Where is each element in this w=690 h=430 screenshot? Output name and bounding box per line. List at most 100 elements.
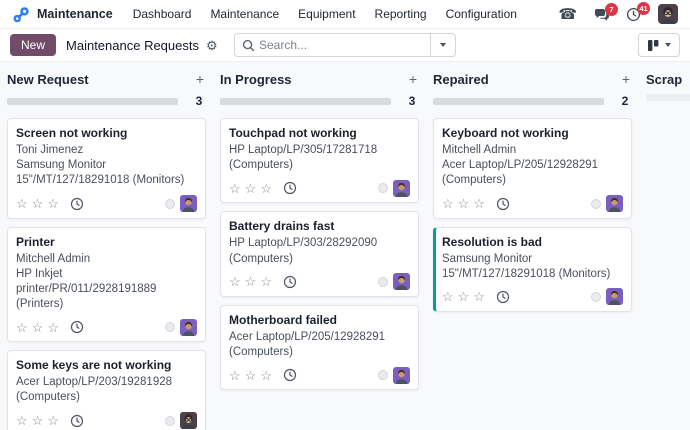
kanban-state-indicator[interactable] (591, 198, 601, 209)
column-new-request: New Request + 3 Screen not working Toni … (0, 71, 213, 430)
assignee-avatar (393, 367, 410, 384)
menu-item-maintenance[interactable]: Maintenance (210, 7, 280, 21)
technician-name: Toni Jimenez (16, 144, 84, 156)
request-card[interactable]: Some keys are not working Acer Laptop/LP… (7, 350, 206, 430)
request-card[interactable]: Resolution is bad Samsung Monitor 15"/MT… (433, 226, 632, 312)
activity-clock-icon[interactable] (70, 197, 84, 211)
star-icon[interactable]: ☆ (244, 274, 257, 290)
star-icon[interactable]: ☆ (457, 289, 470, 305)
activity-clock-icon[interactable] (70, 320, 84, 334)
request-card[interactable]: Keyboard not working Mitchell Admin Acer… (433, 118, 632, 219)
view-switcher-button[interactable] (638, 33, 680, 57)
kanban-state-indicator[interactable] (165, 198, 175, 209)
star-icon[interactable]: ☆ (229, 274, 241, 290)
column-progressbar[interactable] (220, 97, 391, 105)
kanban-state-indicator[interactable] (378, 370, 388, 381)
new-button[interactable]: New (10, 34, 57, 56)
odoo-logo-icon[interactable] (12, 6, 29, 23)
equipment-reference: Acer Laptop/LP/203/19281928 (Computers) (16, 376, 173, 404)
star-icon[interactable]: ☆ (260, 180, 272, 196)
kanban-state-indicator[interactable] (165, 415, 175, 426)
phone-icon: ☎ (558, 5, 577, 23)
column-title: Scrap (646, 71, 683, 87)
star-icon[interactable]: ☆ (244, 367, 257, 383)
star-icon[interactable]: ☆ (16, 196, 28, 212)
star-icon[interactable]: ☆ (47, 196, 59, 212)
star-icon[interactable]: ☆ (16, 413, 28, 429)
star-icon[interactable]: ☆ (47, 413, 59, 429)
assignee-avatar (606, 195, 623, 212)
column-progressbar[interactable] (646, 94, 690, 101)
star-icon[interactable]: ☆ (473, 196, 485, 212)
search-dropdown-button[interactable] (431, 34, 455, 56)
kanban-state-indicator[interactable] (165, 322, 175, 333)
activity-clock-icon[interactable] (70, 414, 84, 428)
request-card[interactable]: Screen not working Toni Jimenez Samsung … (7, 118, 206, 219)
star-icon[interactable]: ☆ (31, 196, 44, 212)
column-title: In Progress (220, 71, 292, 87)
priority-stars[interactable]: ☆ ☆ ☆ (229, 275, 272, 288)
star-icon[interactable]: ☆ (473, 289, 485, 305)
activities-button[interactable]: 41 (626, 1, 650, 22)
add-record-icon[interactable]: + (621, 71, 630, 87)
star-icon[interactable]: ☆ (442, 196, 454, 212)
star-icon[interactable]: ☆ (260, 367, 272, 383)
voip-phone-button[interactable]: ☎ (558, 7, 577, 22)
menu-item-reporting[interactable]: Reporting (374, 7, 427, 21)
star-icon[interactable]: ☆ (229, 367, 241, 383)
column-progressbar[interactable] (7, 97, 178, 105)
priority-stars[interactable]: ☆ ☆ ☆ (442, 290, 485, 303)
request-card[interactable]: Touchpad not working HP Laptop/LP/305/17… (220, 118, 419, 204)
equipment-reference: HP Laptop/LP/303/28292090 (Computers) (229, 237, 378, 265)
star-icon[interactable]: ☆ (442, 289, 454, 305)
systray: ☎ 7 41 (558, 1, 678, 24)
star-icon[interactable]: ☆ (47, 319, 59, 335)
menu-item-dashboard[interactable]: Dashboard (132, 7, 192, 21)
assignee-avatar (180, 319, 197, 336)
request-card[interactable]: Printer Mitchell Admin HP Inkjet printer… (7, 226, 206, 343)
gear-icon[interactable]: ⚙ (206, 37, 218, 53)
star-icon[interactable]: ☆ (31, 413, 44, 429)
chevron-down-icon (665, 43, 671, 47)
kanban-state-indicator[interactable] (378, 276, 388, 287)
request-title: Some keys are not working (16, 358, 172, 373)
priority-stars[interactable]: ☆ ☆ ☆ (16, 197, 59, 210)
add-record-icon[interactable]: + (195, 71, 204, 87)
activity-clock-icon[interactable] (283, 275, 297, 289)
request-card[interactable]: Motherboard failed Acer Laptop/LP/205/12… (220, 304, 419, 391)
priority-stars[interactable]: ☆ ☆ ☆ (16, 321, 59, 334)
priority-stars[interactable]: ☆ ☆ ☆ (229, 369, 272, 382)
column-progressbar[interactable] (433, 97, 604, 105)
request-title: Printer (16, 234, 55, 249)
equipment-reference: HP Inkjet printer/PR/011/2928191889 (Pri… (16, 267, 157, 311)
activity-clock-icon[interactable] (496, 197, 510, 211)
priority-stars[interactable]: ☆ ☆ ☆ (229, 182, 272, 195)
star-icon[interactable]: ☆ (229, 180, 241, 196)
activity-clock-icon[interactable] (496, 290, 510, 304)
equipment-reference: Samsung Monitor 15"/MT/127/18291018 (Mon… (442, 252, 611, 280)
activity-clock-icon[interactable] (283, 368, 297, 382)
request-title: Screen not working (16, 126, 128, 140)
app-name[interactable]: Maintenance (37, 7, 113, 21)
priority-stars[interactable]: ☆ ☆ ☆ (442, 197, 485, 210)
priority-stars[interactable]: ☆ ☆ ☆ (16, 414, 59, 427)
search-input[interactable] (259, 38, 430, 52)
star-icon[interactable]: ☆ (457, 196, 470, 212)
request-card[interactable]: Battery drains fast HP Laptop/LP/303/282… (220, 211, 419, 297)
messages-button[interactable]: 7 (594, 2, 618, 21)
kanban-state-indicator[interactable] (591, 291, 601, 302)
star-icon[interactable]: ☆ (244, 180, 257, 196)
equipment-reference: Samsung Monitor 15"/MT/127/18291018 (Mon… (16, 159, 185, 187)
star-icon[interactable]: ☆ (31, 319, 44, 335)
add-record-icon[interactable]: + (408, 71, 417, 87)
menu-item-configuration[interactable]: Configuration (445, 7, 517, 21)
column-scrap: Scrap (639, 71, 690, 430)
kanban-board: New Request + 3 Screen not working Toni … (0, 62, 690, 430)
star-icon[interactable]: ☆ (16, 319, 28, 335)
activity-clock-icon[interactable] (283, 181, 297, 195)
user-avatar[interactable] (658, 4, 678, 24)
menu-item-equipment[interactable]: Equipment (298, 7, 356, 21)
star-icon[interactable]: ☆ (260, 274, 272, 290)
column-count: 2 (621, 94, 629, 108)
kanban-state-indicator[interactable] (378, 183, 388, 194)
